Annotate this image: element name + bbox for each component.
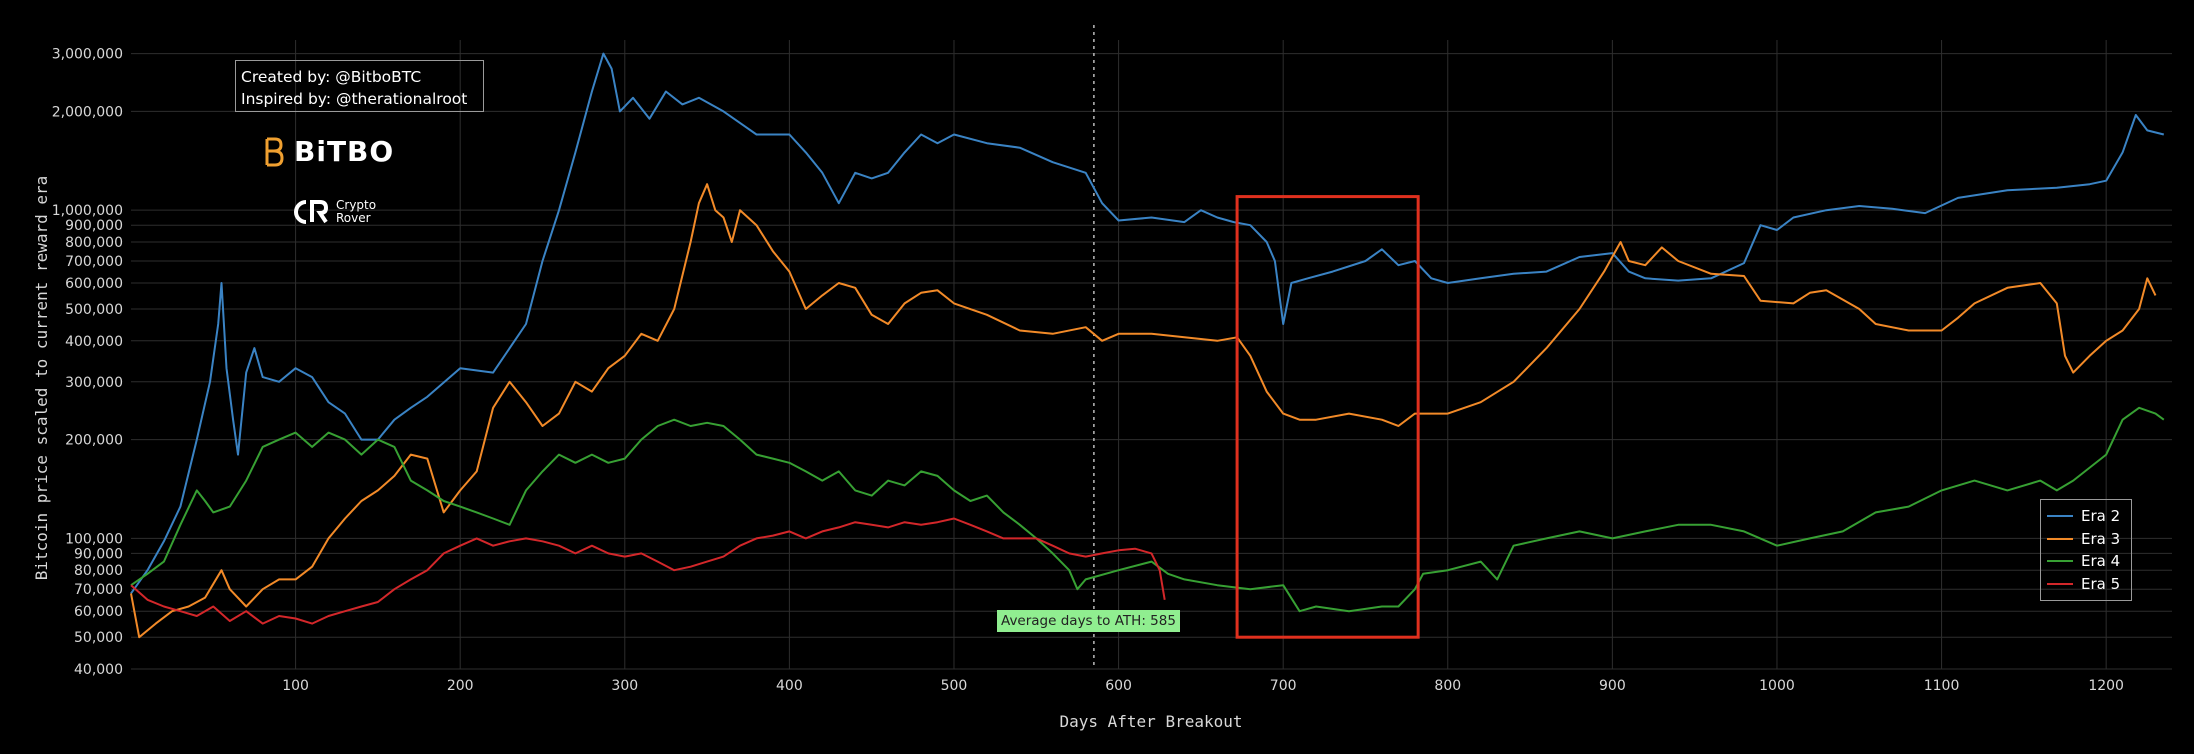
- highlight-rectangle: [1235, 195, 1420, 639]
- y-tick-label: 1,000,000: [52, 203, 123, 219]
- x-tick-label: 200: [447, 678, 474, 694]
- series-line-era-4: [130, 406, 2165, 613]
- legend-swatch: [2047, 515, 2073, 518]
- legend-label: Era 2: [2081, 507, 2121, 526]
- legend-label: Era 3: [2081, 529, 2121, 548]
- legend-label: Era 5: [2081, 574, 2121, 593]
- legend-item: Era 5: [2047, 573, 2125, 596]
- y-tick-label: 700,000: [65, 254, 123, 270]
- x-tick-label: 100: [282, 678, 309, 694]
- credit-inspired: Inspired by: @therationalroot: [241, 90, 468, 108]
- y-tick-label: 500,000: [65, 302, 123, 318]
- x-tick-label: 900: [1599, 678, 1626, 694]
- y-tick-label: 300,000: [65, 375, 123, 391]
- x-tick-label: 1000: [1759, 678, 1795, 694]
- x-axis-title: Days After Breakout: [1059, 712, 1242, 731]
- y-tick-label: 80,000: [74, 563, 123, 579]
- legend-item: Era 4: [2047, 550, 2125, 573]
- series-line-era-5: [130, 517, 1166, 625]
- highlight-box: [1235, 195, 1420, 639]
- y-tick-label: 90,000: [74, 546, 123, 562]
- legend-swatch: [2047, 582, 2073, 585]
- y-tick-label: 2,000,000: [52, 104, 123, 120]
- credits-box: Created by: @BitboBTC Inspired by: @ther…: [235, 60, 484, 112]
- series-line-era-2: [130, 52, 2165, 594]
- rover-line-1: Crypto: [336, 198, 377, 212]
- legend: Era 2 Era 3 Era 4 Era 5: [2040, 499, 2132, 601]
- rover-line-2: Rover: [336, 211, 371, 225]
- x-tick-label: 1200: [2088, 678, 2124, 694]
- crypto-rover-icon: [294, 200, 329, 224]
- y-tick-label: 600,000: [65, 276, 123, 292]
- x-tick-label: 300: [611, 678, 638, 694]
- series-lines: [130, 52, 2165, 639]
- y-tick-label: 3,000,000: [52, 47, 123, 63]
- y-tick-label: 200,000: [65, 433, 123, 449]
- y-tick-label: 900,000: [65, 218, 123, 234]
- y-tick-labels: 40,000 50,000 60,000 70,000 80,00090,000100,…: [52, 47, 123, 678]
- series-line-era-3: [130, 183, 2157, 639]
- y-tick-label: 60,000: [74, 604, 123, 620]
- y-tick-label: 100,000: [65, 531, 123, 547]
- x-tick-label: 800: [1434, 678, 1461, 694]
- legend-label: Era 4: [2081, 552, 2121, 571]
- credit-created: Created by: @BitboBTC: [241, 68, 422, 86]
- x-tick-label: 600: [1105, 678, 1132, 694]
- bitbo-logo: BiTBO: [262, 135, 394, 168]
- x-tick-label: 1100: [1924, 678, 1960, 694]
- legend-item: Era 2: [2047, 505, 2125, 528]
- legend-swatch: [2047, 537, 2073, 540]
- legend-item: Era 3: [2047, 528, 2125, 551]
- x-tick-label: 500: [941, 678, 968, 694]
- y-tick-label: 50,000: [74, 630, 123, 646]
- x-tick-labels: 100 200 300 400 500 600 700 800 900 1000 1100 1200: [282, 678, 2124, 694]
- x-tick-label: 700: [1270, 678, 1297, 694]
- y-tick-label: 400,000: [65, 334, 123, 350]
- ath-annotation: Average days to ATH: 585: [997, 610, 1180, 632]
- x-tick-label: 400: [776, 678, 803, 694]
- grid-lines: [131, 40, 2172, 670]
- bitbo-logo-text: BiTBO: [294, 135, 395, 168]
- y-tick-label: 70,000: [74, 582, 123, 598]
- bitcoin-b-icon: [265, 137, 284, 166]
- y-axis-title: Bitcoin price scaled to current reward e…: [32, 176, 51, 581]
- crypto-rover-logo: Crypto Rover: [290, 198, 376, 226]
- y-tick-label: 40,000: [74, 662, 123, 678]
- y-tick-label: 800,000: [65, 235, 123, 251]
- legend-swatch: [2047, 560, 2073, 563]
